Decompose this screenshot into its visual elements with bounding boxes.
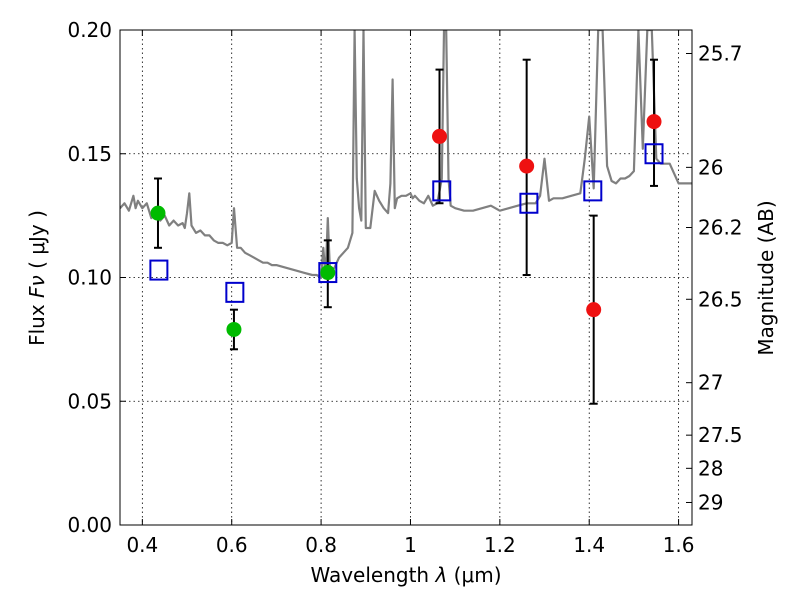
y2-tick-label: 26.5 [698, 287, 743, 311]
y-tick-label: 0.00 [67, 513, 112, 537]
y2-tick-label: 26 [698, 155, 723, 179]
y2-tick-label: 26.2 [698, 216, 743, 240]
model-photometry-square [432, 180, 452, 202]
x-tick-label: 1.6 [663, 533, 695, 557]
y2-tick-label: 28 [698, 456, 723, 480]
tick-labels: 0.4 0.6 0.8 1 1.2 1.4 1.6 0.00 0.05 0.10 0.15 0.20 2… [67, 18, 742, 557]
green-data-point [226, 321, 242, 337]
red-data-point [586, 302, 602, 318]
model-photometry-square [644, 143, 664, 165]
x-tick-label: 0.4 [126, 533, 158, 557]
x-tick-label: 1.4 [573, 533, 605, 557]
errorbar-layer [153, 58, 659, 405]
y-tick-label: 0.05 [67, 389, 112, 413]
y-tick-label: 0.15 [67, 142, 112, 166]
red-data-point [646, 114, 662, 130]
model-photometry-square [318, 262, 338, 284]
model-spectrum-line [120, 30, 692, 279]
y2-tick-label: 29 [698, 490, 723, 514]
x-tick-label: 0.8 [305, 533, 337, 557]
model-photometry-square [519, 192, 539, 214]
y2-tick-label: 25.7 [698, 42, 743, 66]
y-tick-label: 0.20 [67, 18, 112, 42]
x-tick-label: 1.2 [484, 533, 516, 557]
green-data-point [320, 265, 336, 281]
x-axis-label: Wavelength λ (μm) [310, 563, 501, 587]
model-spectrum-layer [120, 30, 692, 279]
y2-tick-label: 27.5 [698, 423, 743, 447]
y2-axis-label: Magnitude (AB) [754, 200, 778, 355]
grid [120, 30, 692, 525]
y-axis-label: Flux Fν ( μJy ) [25, 210, 49, 346]
red-data-point [432, 128, 448, 144]
x-tick-label: 1 [404, 533, 417, 557]
model-photometry-square [583, 180, 603, 202]
model-photometry-layer [149, 143, 664, 303]
green-data-point [150, 205, 166, 221]
model-photometry-square [225, 281, 245, 303]
x-tick-label: 0.6 [216, 533, 248, 557]
y2-tick-label: 27 [698, 371, 723, 395]
observed-points-layer [150, 114, 662, 337]
model-photometry-square [149, 259, 169, 281]
red-data-point [519, 158, 535, 174]
y-tick-label: 0.10 [67, 266, 112, 290]
ticks [120, 29, 692, 526]
